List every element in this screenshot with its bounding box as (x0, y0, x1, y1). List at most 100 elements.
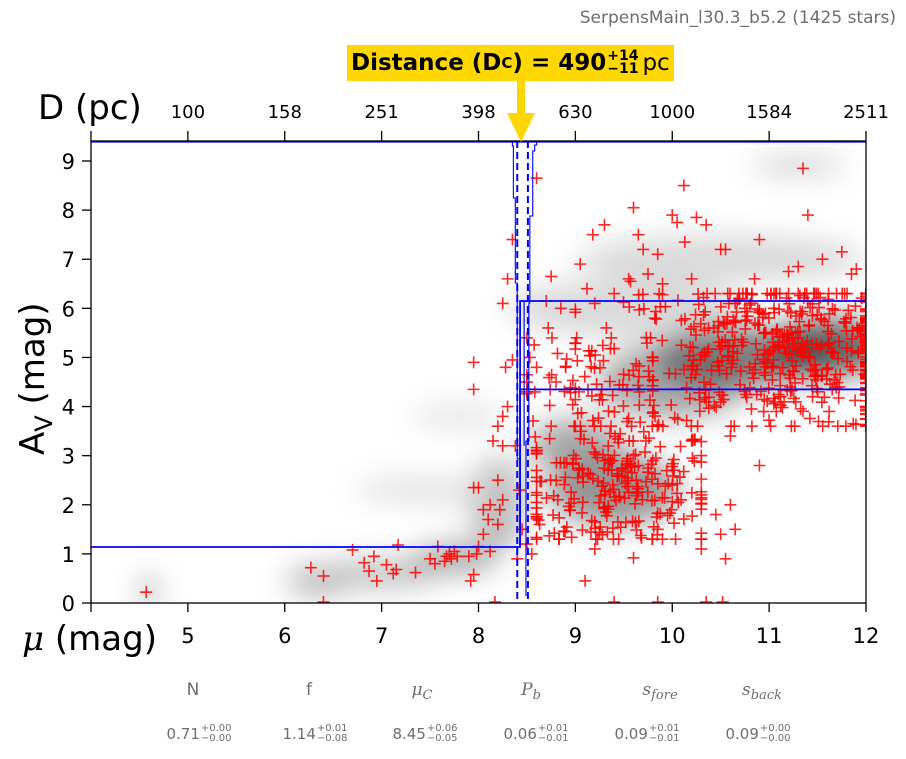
star-marker (847, 417, 860, 430)
star-marker (533, 518, 546, 531)
top-tick-label: 158 (268, 102, 302, 123)
star-marker (686, 341, 699, 354)
star-marker (808, 370, 821, 383)
star-marker (753, 459, 766, 472)
star-marker (828, 346, 841, 359)
param-name: μ (411, 680, 423, 700)
star-marker (735, 333, 748, 346)
star-marker (860, 336, 866, 349)
star-marker (665, 460, 678, 473)
star-marker (860, 377, 866, 390)
star-marker (860, 313, 866, 326)
star-marker (716, 336, 729, 349)
star-marker (728, 420, 741, 433)
star-marker (778, 328, 791, 341)
star-marker (776, 361, 789, 374)
star-marker (714, 528, 727, 541)
star-marker (467, 568, 480, 581)
star-marker (669, 367, 682, 380)
star-marker (594, 420, 607, 433)
top-tick-label: 2511 (843, 102, 889, 123)
star-marker (648, 312, 661, 325)
param-label-p-b: Pb (521, 680, 541, 703)
star-marker (597, 354, 610, 367)
star-marker (860, 419, 866, 432)
star-marker (821, 319, 834, 332)
star-marker (649, 305, 662, 318)
star-marker (714, 300, 727, 313)
star-marker (570, 331, 583, 344)
param-value-s-back: 0.09 +0.00 −0.00 (725, 724, 790, 744)
star-marker (646, 354, 659, 367)
star-marker (614, 521, 627, 534)
star-marker (624, 275, 637, 288)
star-marker (680, 381, 693, 394)
star-marker (695, 473, 708, 486)
star-marker (579, 574, 592, 587)
star-marker (757, 405, 770, 418)
star-marker (581, 282, 593, 295)
star-marker (860, 394, 866, 407)
star-marker (530, 444, 543, 457)
star-marker (586, 228, 599, 241)
star-marker (860, 305, 866, 318)
model-lines (91, 141, 866, 603)
star-marker (571, 407, 584, 420)
star-marker (588, 515, 601, 528)
star-marker (763, 414, 776, 427)
star-marker (674, 440, 687, 453)
star-marker (569, 337, 582, 350)
star-marker (528, 338, 541, 351)
star-marker (691, 420, 704, 433)
star-marker (860, 376, 866, 389)
star-marker (501, 400, 514, 413)
param-err-minus: −0.01 (648, 733, 680, 744)
star-marker (860, 309, 866, 322)
star-marker (668, 411, 681, 424)
top-tick-label: 100 (171, 102, 205, 123)
param-name: s (742, 680, 751, 700)
star-marker (574, 432, 587, 445)
star-marker (841, 355, 854, 368)
star-marker (659, 480, 672, 493)
star-marker (530, 361, 543, 374)
star-marker (753, 233, 766, 246)
star-marker (822, 415, 835, 428)
star-marker (774, 367, 787, 380)
star-marker (860, 413, 866, 426)
star-marker (606, 389, 619, 402)
star-marker (818, 391, 831, 404)
star-marker (671, 413, 684, 426)
star-marker (535, 475, 548, 488)
star-marker (496, 297, 509, 310)
star-marker (639, 434, 652, 447)
star-marker (808, 358, 821, 371)
star-marker (530, 508, 543, 521)
star-marker (651, 596, 664, 603)
star-marker (836, 287, 849, 300)
star-marker (646, 384, 659, 397)
star-marker (529, 430, 542, 443)
star-marker (656, 288, 669, 301)
star-marker (551, 347, 564, 360)
star-marker (796, 372, 809, 385)
param-sub: fore (651, 688, 678, 703)
star-marker (565, 497, 578, 510)
star-marker (467, 356, 480, 369)
star-marker (633, 359, 646, 372)
star-marker (506, 233, 519, 246)
star-marker (826, 302, 839, 315)
star-marker (700, 596, 713, 603)
star-marker (605, 420, 618, 433)
star-marker (600, 509, 613, 522)
star-marker (860, 311, 866, 324)
distance-error-minus: −11 (607, 61, 639, 77)
param-err-plus: +0.01 (316, 723, 348, 734)
star-marker (780, 291, 793, 304)
param-value-s-fore: 0.09 +0.01 −0.01 (614, 724, 679, 744)
star-marker (739, 388, 752, 401)
star-marker (767, 397, 780, 410)
star-marker (574, 258, 587, 271)
star-marker (860, 302, 866, 315)
